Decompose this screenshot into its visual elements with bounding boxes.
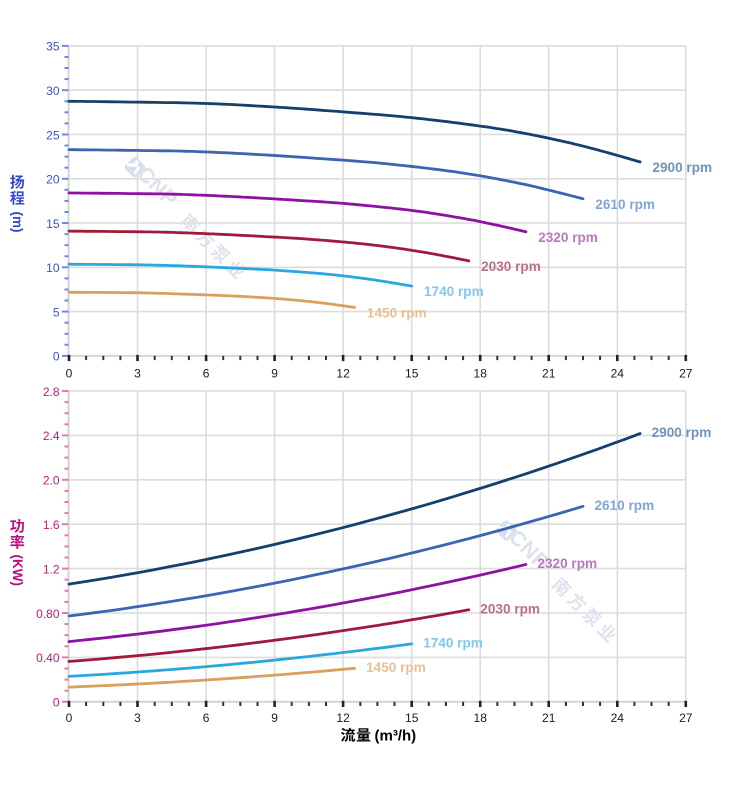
svg-text:2030 rpm: 2030 rpm [480, 601, 540, 616]
svg-text:(m³/h): (m³/h) [375, 728, 417, 745]
svg-text:35: 35 [46, 40, 60, 54]
svg-text:20: 20 [46, 173, 60, 187]
svg-text:18: 18 [474, 367, 488, 381]
svg-text:24: 24 [611, 711, 625, 725]
svg-text:1740 rpm: 1740 rpm [424, 284, 484, 299]
svg-text:15: 15 [46, 217, 60, 231]
svg-text:2.0: 2.0 [43, 474, 60, 488]
svg-text:27: 27 [679, 711, 693, 725]
svg-text:(m): (m) [10, 212, 25, 233]
svg-text:9: 9 [271, 367, 278, 381]
svg-text:2900 rpm: 2900 rpm [652, 160, 712, 175]
svg-text:1740 rpm: 1740 rpm [423, 635, 483, 650]
svg-text:15: 15 [405, 367, 419, 381]
svg-text:2320 rpm: 2320 rpm [537, 556, 597, 571]
svg-text:2610 rpm: 2610 rpm [595, 498, 655, 513]
svg-text:0: 0 [53, 350, 60, 364]
svg-text:2030 rpm: 2030 rpm [481, 259, 541, 274]
svg-text:1450 rpm: 1450 rpm [366, 660, 426, 675]
svg-text:30: 30 [46, 84, 60, 98]
svg-text:0: 0 [66, 711, 73, 725]
svg-text:5: 5 [53, 305, 60, 319]
svg-text:2320 rpm: 2320 rpm [538, 230, 598, 245]
svg-text:0.40: 0.40 [36, 651, 60, 665]
svg-text:2.4: 2.4 [43, 429, 60, 443]
svg-text:21: 21 [542, 367, 556, 381]
svg-text:(KW): (KW) [10, 555, 25, 586]
svg-text:2610 rpm: 2610 rpm [595, 197, 655, 212]
svg-text:6: 6 [203, 367, 210, 381]
svg-text:0: 0 [53, 696, 60, 710]
svg-text:21: 21 [542, 711, 556, 725]
svg-text:1.6: 1.6 [43, 518, 60, 532]
svg-text:1450 rpm: 1450 rpm [367, 305, 427, 320]
svg-text:0.80: 0.80 [36, 607, 60, 621]
svg-text:12: 12 [336, 711, 350, 725]
svg-text:6: 6 [203, 711, 210, 725]
svg-text:25: 25 [46, 128, 60, 142]
svg-text:10: 10 [46, 261, 60, 275]
svg-text:3: 3 [134, 711, 141, 725]
svg-text:2.8: 2.8 [43, 385, 60, 399]
svg-text:12: 12 [336, 367, 350, 381]
svg-text:18: 18 [474, 711, 488, 725]
svg-text:15: 15 [405, 711, 419, 725]
svg-text:9: 9 [271, 711, 278, 725]
svg-text:3: 3 [134, 367, 141, 381]
svg-text:27: 27 [679, 367, 693, 381]
svg-text:0: 0 [66, 367, 73, 381]
svg-text:2900 rpm: 2900 rpm [652, 425, 712, 440]
svg-text:24: 24 [611, 367, 625, 381]
svg-text:1.2: 1.2 [43, 562, 60, 576]
